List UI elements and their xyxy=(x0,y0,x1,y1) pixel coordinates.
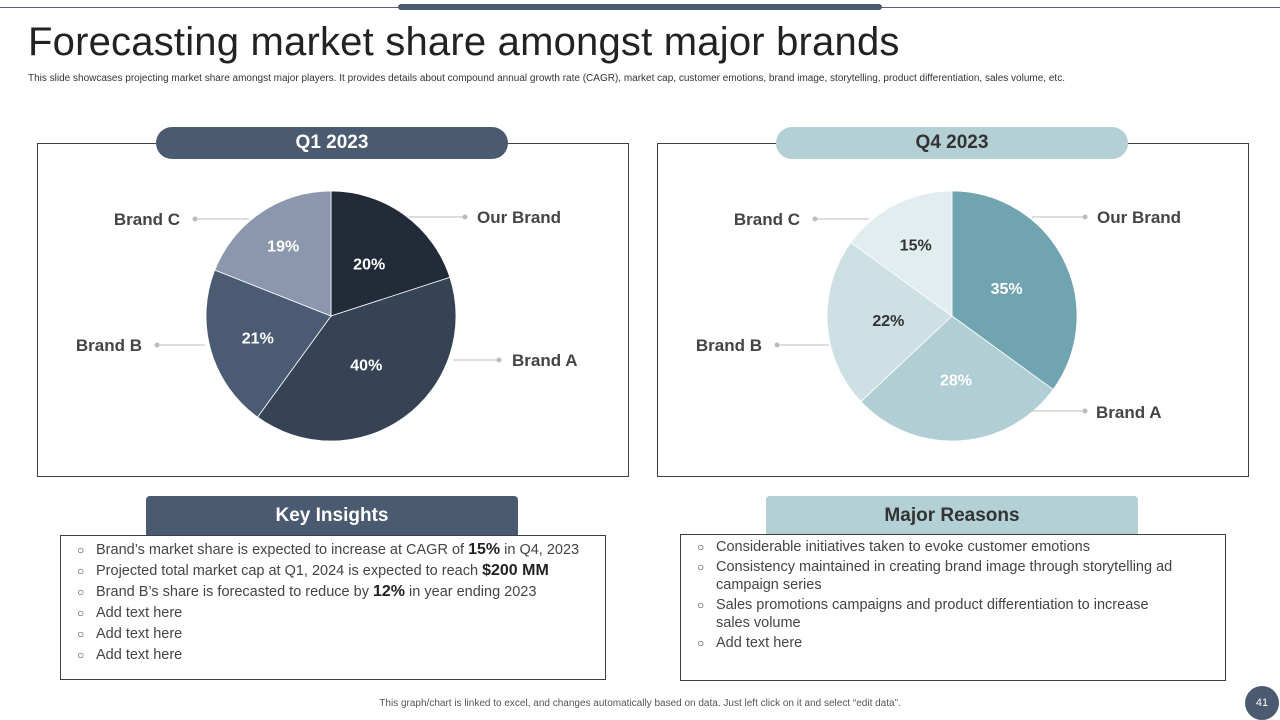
legend-label-brand-c: Brand C xyxy=(734,210,800,229)
major-reason-item: ○ Sales promotions campaigns and product … xyxy=(697,597,1149,631)
callout-dot xyxy=(774,342,780,348)
page-number-badge: 41 xyxy=(1245,686,1279,720)
bullet-icon: ○ xyxy=(77,627,85,641)
callout-dot xyxy=(1082,214,1088,220)
pie-slice-brand-a[interactable] xyxy=(860,315,1054,442)
legend-label-brand-a: Brand A xyxy=(512,351,578,370)
footer-note: This graph/chart is linked to excel, and… xyxy=(379,698,901,709)
slice-value-label: 22% xyxy=(872,313,904,330)
bullet-icon: ○ xyxy=(77,585,85,599)
legend-label-brand-b: Brand B xyxy=(76,336,142,355)
slice-value-label: 35% xyxy=(991,281,1023,298)
legend-label-brand-a: Brand A xyxy=(1096,403,1162,422)
bullet-icon: ○ xyxy=(77,648,85,662)
q4-title-pill: Q4 2023 xyxy=(776,127,1128,159)
pie-slice-brand-a[interactable] xyxy=(256,276,457,442)
bullet-icon: ○ xyxy=(697,598,705,612)
pie-slice-brand-b[interactable] xyxy=(826,241,953,403)
key-insight-item: ○ Projected total market cap at Q1, 2024 … xyxy=(77,562,549,579)
major-reasons-box xyxy=(680,534,1226,681)
key-insight-item: ○ Brand B’s share is forecasted to reduce… xyxy=(77,583,537,600)
page-subtitle: This slide showcases projecting market s… xyxy=(28,73,1065,84)
major-reason-item: ○ Consistency maintained in creating bran… xyxy=(697,559,1173,593)
bullet-icon: ○ xyxy=(697,540,705,554)
q4-pie-chart[interactable]: 35% 28% 22% 15% Our Brand Brand A Brand B Brand… xyxy=(657,143,1249,477)
pie-slice-brand-c[interactable] xyxy=(850,190,953,317)
major-reason-item: ○ Considerable initiatives taken to evoke… xyxy=(697,539,1090,555)
major-reasons-list: ○ Considerable initiatives taken to evoke… xyxy=(681,538,1181,654)
legend-label-brand-c: Brand C xyxy=(114,210,180,229)
key-insight-item: ○ Add text here xyxy=(77,605,183,621)
page-title: Forecasting market share amongst major b… xyxy=(28,20,900,64)
legend-label-our-brand: Our Brand xyxy=(477,208,561,227)
bullet-icon: ○ xyxy=(77,564,85,578)
legend-label-brand-b: Brand B xyxy=(696,336,762,355)
key-insight-item: ○ Add text here xyxy=(77,647,183,663)
callout-dot xyxy=(154,342,160,348)
callout-dot xyxy=(1082,408,1088,414)
key-insight-item: ○ Add text here xyxy=(77,626,183,642)
slice-value-label: 19% xyxy=(267,239,299,256)
callout-dot xyxy=(192,216,198,222)
top-accent-bar xyxy=(398,4,882,10)
key-insight-item: ○ Brand’s market share is expected to inc… xyxy=(77,541,580,558)
slice-value-label: 28% xyxy=(940,373,972,390)
legend-label-our-brand: Our Brand xyxy=(1097,208,1181,227)
bullet-icon: ○ xyxy=(77,606,85,620)
pie-slice-our-brand[interactable] xyxy=(951,190,1078,391)
pie-slice-brand-b[interactable] xyxy=(205,269,332,418)
pie-slice-our-brand[interactable] xyxy=(330,190,451,317)
major-reasons-heading: Major Reasons xyxy=(766,496,1138,536)
q1-title-pill: Q1 2023 xyxy=(156,127,508,159)
q1-pie-chart[interactable]: 20% 40% 21% 19% Our Brand Brand A Brand B Brand… xyxy=(37,143,629,477)
slice-value-label: 20% xyxy=(353,256,385,273)
callout-dot xyxy=(496,357,502,363)
key-insights-heading: Key Insights xyxy=(146,496,518,536)
pie-slice-brand-c[interactable] xyxy=(214,190,332,317)
key-insights-box xyxy=(60,535,606,680)
key-insights-list: ○ Brand’s market share is expected to inc… xyxy=(61,540,601,666)
bullet-icon: ○ xyxy=(697,560,705,574)
callout-dot xyxy=(812,216,818,222)
slice-value-label: 40% xyxy=(350,358,382,375)
callout-dot xyxy=(462,214,468,220)
slice-value-label: 15% xyxy=(900,238,932,255)
bullet-icon: ○ xyxy=(77,543,85,557)
slice-value-label: 21% xyxy=(242,330,274,347)
major-reason-item: ○ Add text here xyxy=(697,635,803,651)
bullet-icon: ○ xyxy=(697,636,705,650)
